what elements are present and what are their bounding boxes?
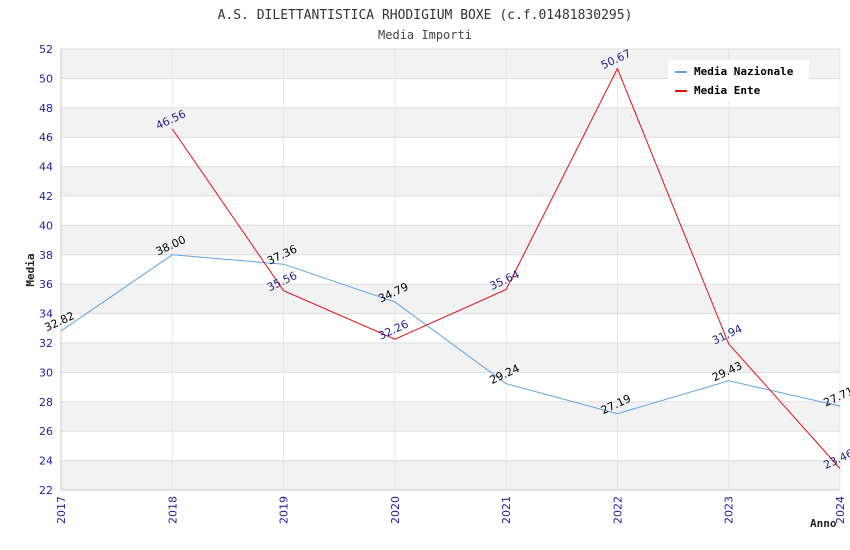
- grid-band: [61, 460, 840, 490]
- grid-band: [61, 343, 840, 373]
- legend-label-media-nazionale: Media Nazionale: [694, 65, 794, 78]
- y-tick-label: 38: [39, 249, 53, 262]
- x-tick-label: 2020: [389, 496, 402, 524]
- grid-band: [61, 284, 840, 314]
- x-tick-label: 2018: [166, 496, 179, 524]
- x-tick-labels: 2017 2018 2019 2020 2021 2022 2023 2024: [55, 496, 847, 524]
- legend-box: [668, 60, 809, 101]
- y-tick-label: 52: [39, 43, 53, 56]
- legend-label-media-ente: Media Ente: [694, 84, 761, 97]
- chart-subtitle: Media Importi: [378, 28, 472, 42]
- grid-band: [61, 225, 840, 255]
- series-lines: [60, 67, 841, 469]
- y-tick-label: 30: [39, 366, 53, 379]
- x-axis-label: Anno: [810, 517, 837, 530]
- y-tick-label: 42: [39, 190, 53, 203]
- series-line-media-nazionale: [60, 254, 841, 415]
- y-tick-label: 22: [39, 484, 53, 497]
- y-tick-label: 50: [39, 72, 53, 85]
- y-tick-label: 32: [39, 337, 53, 350]
- chart-title: A.S. DILETTANTISTICA RHODIGIUM BOXE (c.f…: [218, 8, 633, 23]
- axes: [60, 49, 840, 491]
- x-tick-label: 2019: [278, 496, 291, 524]
- grid-bands: [61, 49, 840, 490]
- y-axis-label: Media: [24, 253, 37, 286]
- grid-band: [61, 166, 840, 196]
- y-tick-label: 48: [39, 102, 53, 115]
- legend: Media Nazionale Media Ente: [668, 60, 809, 101]
- x-tick-label: 2022: [611, 496, 624, 524]
- y-tick-label: 34: [39, 308, 53, 321]
- y-tick-label: 28: [39, 396, 53, 409]
- x-tick-label: 2023: [723, 496, 736, 524]
- x-tick-label: 2021: [500, 496, 513, 524]
- x-tick-label: 2024: [834, 496, 847, 524]
- series-line-media-ente: [171, 67, 841, 469]
- grid-band: [61, 107, 840, 138]
- y-tick-label: 26: [39, 425, 53, 438]
- grid-band: [61, 401, 840, 432]
- y-tick-label: 46: [39, 131, 53, 144]
- y-tick-label: 40: [39, 219, 53, 232]
- y-tick-label: 24: [39, 455, 53, 468]
- x-tick-label: 2017: [55, 496, 68, 524]
- y-tick-label: 36: [39, 278, 53, 291]
- y-tick-labels: 22 24 26 28 30 32 34 36 38 40 42 44 46 48 50 52: [39, 43, 53, 497]
- y-tick-label: 44: [39, 161, 53, 174]
